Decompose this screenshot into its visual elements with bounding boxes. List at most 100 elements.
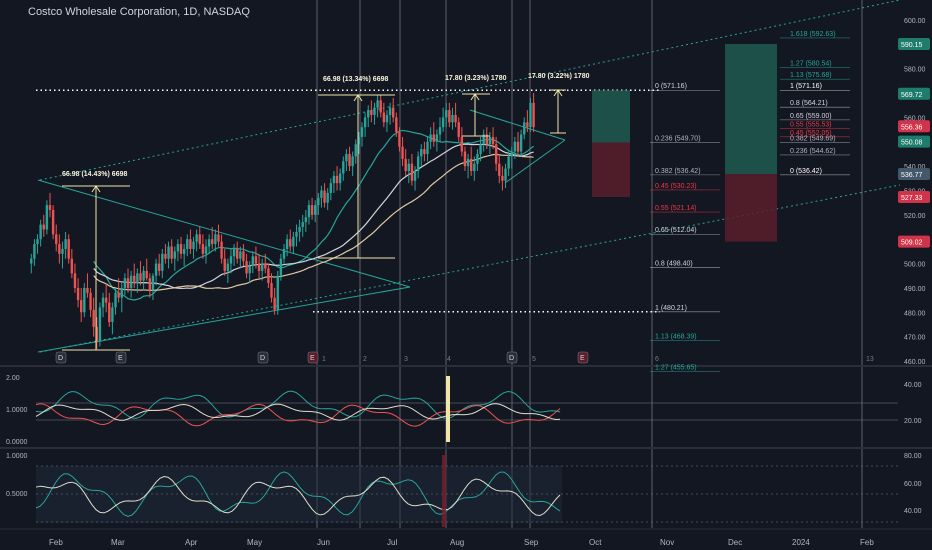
- candle-body: [488, 136, 492, 145]
- time-axis-label: Apr: [185, 538, 198, 547]
- candle-body: [51, 209, 55, 235]
- time-axis-label: Jul: [387, 538, 397, 547]
- fib-level-label: 1 (480.21): [655, 305, 687, 312]
- candle-body: [76, 287, 80, 301]
- time-axis-label: Feb: [49, 538, 63, 547]
- fib-right-label: 1.27 (580.54): [790, 60, 832, 67]
- candle-body: [454, 114, 457, 123]
- indicator2-line: [35, 475, 561, 517]
- wedge-lower-line: [504, 139, 566, 184]
- fib-right-label: 0.8 (564.21): [790, 100, 828, 107]
- candle-body: [270, 283, 273, 298]
- candle-body: [326, 192, 329, 203]
- candle-body: [317, 197, 320, 206]
- vertical-line-number: 2: [363, 356, 367, 363]
- price-badge: [898, 37, 930, 50]
- candle-body: [314, 205, 317, 215]
- fib-right-label: 1.618 (592.63): [790, 31, 836, 38]
- time-axis-label: Sep: [524, 538, 539, 547]
- candle-body: [245, 261, 248, 274]
- candle-body: [513, 141, 517, 152]
- measure-arrow-head: [470, 93, 480, 101]
- measure-arrow-head: [353, 94, 363, 102]
- candle-body: [108, 302, 111, 323]
- fib-right-label: 0.65 (559.00): [790, 113, 832, 120]
- event-marker: [506, 351, 518, 364]
- fib-right-label: 1 (571.16): [790, 83, 822, 90]
- fib-level-label: 0.45 (530.23): [655, 183, 697, 190]
- candle-body: [338, 173, 342, 184]
- price-badge-label: 556.36: [901, 124, 923, 131]
- measure-label: 17.80 (3.22%) 1780: [528, 73, 590, 80]
- wedge-upper-line: [469, 109, 566, 141]
- measure-arrow-head: [553, 89, 563, 97]
- event-marker: [257, 351, 269, 364]
- candle-body: [264, 263, 267, 269]
- candle-body: [61, 248, 64, 254]
- candle-body: [111, 307, 114, 323]
- candle-body: [89, 292, 92, 310]
- candle-body: [70, 258, 74, 274]
- candle-body: [357, 136, 361, 145]
- indicator1-right-tick: 40.00: [904, 382, 922, 389]
- candle-body: [529, 102, 532, 128]
- candle-body: [123, 278, 127, 288]
- candle-body: [195, 234, 198, 242]
- candle-body: [354, 144, 357, 157]
- candle-body: [404, 158, 407, 172]
- candle-body: [345, 153, 348, 162]
- right-stop-zone: [725, 174, 777, 242]
- candle-body: [232, 248, 236, 257]
- candle-body: [388, 107, 392, 115]
- measure-arrow-head: [91, 185, 101, 193]
- fib-level-label: 0.382 (536.42): [655, 168, 701, 175]
- candle-body: [360, 127, 364, 137]
- candle-body: [332, 175, 336, 184]
- measure-label: 17.80 (3.23%) 1780: [445, 75, 507, 82]
- candle-body: [276, 275, 279, 310]
- candle-body: [392, 107, 395, 118]
- candle-body: [273, 297, 276, 310]
- candle-body: [532, 102, 535, 128]
- candle-body: [507, 156, 510, 169]
- candle-body: [158, 263, 161, 271]
- candle-body: [220, 241, 223, 259]
- moving-average-line: [93, 143, 534, 290]
- candle-body: [189, 239, 192, 249]
- candle-body: [182, 248, 186, 254]
- candle-body: [117, 292, 120, 298]
- fib-level-label: 1.13 (468.39): [655, 334, 697, 341]
- fib-right-label: 0 (536.42): [790, 168, 822, 175]
- long-target-zone: [592, 90, 630, 143]
- price-badge: [898, 135, 930, 148]
- time-axis-label: Oct: [589, 538, 602, 547]
- channel-upper-line: [39, 0, 901, 181]
- indicator1-tick: 1.0000: [6, 407, 28, 414]
- event-marker-label: D: [260, 355, 265, 362]
- price-tick-label: 520.00: [904, 213, 926, 220]
- indicator2-spike: [442, 455, 446, 527]
- candle-body: [92, 309, 95, 327]
- candle-body: [151, 275, 155, 291]
- candle-body: [126, 278, 130, 288]
- candle-body: [370, 110, 373, 115]
- candle-body: [214, 234, 217, 245]
- candle-body: [192, 241, 195, 249]
- candle-body: [248, 266, 251, 274]
- price-tick-label: 460.00: [904, 359, 926, 366]
- candle-body: [494, 144, 498, 164]
- fib-level-label: 1.27 (455.65): [655, 365, 697, 372]
- price-badge-label: 527.33: [901, 195, 923, 202]
- indicator2-line: [35, 471, 561, 517]
- indicator1-tick: 0.0000: [6, 439, 28, 446]
- candle-body: [504, 168, 507, 181]
- price-badge: [898, 235, 930, 248]
- candle-body: [519, 134, 523, 152]
- candle-body: [385, 114, 389, 123]
- long-stop-zone: [592, 142, 630, 198]
- time-axis-label: Nov: [660, 538, 674, 547]
- candle-body: [295, 231, 298, 237]
- candle-body: [485, 134, 488, 145]
- candle-body: [267, 268, 270, 284]
